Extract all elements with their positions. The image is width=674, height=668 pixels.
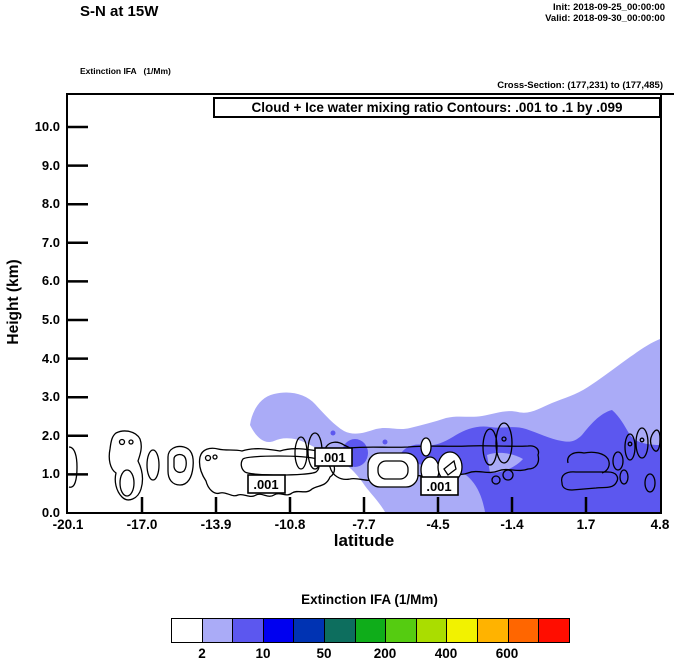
y-tick-label: 4.0 bbox=[41, 351, 60, 366]
colorbar-cell bbox=[262, 619, 294, 642]
colorbar-cell bbox=[293, 619, 325, 642]
page-title: S-N at 15W bbox=[80, 3, 159, 20]
x-tick-label: -4.5 bbox=[426, 517, 450, 532]
contour-label-text: .001 bbox=[426, 479, 451, 494]
colorbar-tick-label: 50 bbox=[316, 646, 332, 661]
contour-label-3: .001 bbox=[420, 476, 459, 496]
contour-label-2: .001 bbox=[314, 447, 353, 467]
cross-section-label: Cross-Section: (177,231) to (177,485) bbox=[497, 80, 663, 91]
y-axis-ticks bbox=[68, 125, 88, 476]
x-axis-title: latitude bbox=[333, 531, 395, 550]
contour-info-banner: Cloud + Ice water mixing ratio Contours:… bbox=[213, 97, 661, 118]
colorbar-cell bbox=[477, 619, 508, 642]
y-axis-title: Height (km) bbox=[5, 259, 22, 345]
x-tick-label: -1.4 bbox=[500, 517, 524, 532]
colorbar-cell bbox=[354, 619, 386, 642]
colorbar-title: Extinction IFA (1/Mm) bbox=[301, 592, 438, 607]
colorbar-cell bbox=[324, 619, 355, 642]
valid-time: Valid: 2018-09-30_00:00:00 bbox=[545, 13, 665, 24]
x-tick-label: -7.7 bbox=[352, 517, 376, 532]
shade-dot-medium-2 bbox=[382, 439, 388, 445]
colorbar-cell bbox=[446, 619, 478, 642]
cross-section-plot: .001 .001 .001 bbox=[68, 125, 661, 512]
colorbar-cell bbox=[201, 619, 233, 642]
y-tick-label: 7.0 bbox=[41, 235, 60, 250]
colorbar-cell bbox=[415, 619, 447, 642]
colorbar-cell bbox=[172, 619, 202, 642]
y-tick-label: 9.0 bbox=[41, 158, 60, 173]
colorbar-tick-label: 400 bbox=[434, 646, 458, 661]
x-tick-label: -17.0 bbox=[126, 517, 158, 532]
contour-label-1: .001 bbox=[247, 474, 286, 494]
x-axis-ticks bbox=[140, 497, 588, 512]
y-tick-label: 1.0 bbox=[41, 466, 60, 481]
y-tick-label: 8.0 bbox=[41, 196, 60, 211]
init-time: Init: 2018-09-25_00:00:00 bbox=[553, 2, 665, 13]
colorbar bbox=[171, 618, 570, 643]
shade-dot-medium-1 bbox=[330, 430, 336, 436]
colorbar-cell bbox=[385, 619, 416, 642]
x-tick-label: -20.1 bbox=[52, 517, 84, 532]
plot-area: .001 .001 .001 bbox=[66, 93, 662, 514]
contour-label-text: .001 bbox=[253, 477, 278, 492]
colorbar-cell bbox=[538, 619, 569, 642]
shade-region-medium bbox=[400, 410, 660, 512]
y-tick-label: 3.0 bbox=[41, 389, 60, 404]
x-tick-label: -10.8 bbox=[274, 517, 306, 532]
y-tick-label: 2.0 bbox=[41, 428, 60, 443]
x-tick-label: -13.9 bbox=[200, 517, 232, 532]
y-tick-label: 5.0 bbox=[41, 312, 60, 327]
contour-label-text: .001 bbox=[320, 450, 345, 465]
colorbar-tick-label: 10 bbox=[255, 646, 271, 661]
colorbar-tick-label: 2 bbox=[198, 646, 206, 661]
y-tick-label: 10.0 bbox=[34, 119, 60, 134]
x-tick-label: 4.8 bbox=[650, 517, 670, 532]
y-tick-label: 6.0 bbox=[41, 273, 60, 288]
colorbar-cell bbox=[232, 619, 263, 642]
colorbar-tick-label: 600 bbox=[495, 646, 519, 661]
x-tick-label: 1.7 bbox=[576, 517, 596, 532]
y-tick-label: 0.0 bbox=[41, 505, 60, 520]
cloud-contours bbox=[68, 422, 661, 501]
colorbar-tick-label: 200 bbox=[373, 646, 397, 661]
field-extinction: Extinction IFA (1/Mm) bbox=[80, 66, 171, 76]
colorbar-cell bbox=[507, 619, 539, 642]
model-times: Init: 2018-09-25_00:00:00 Valid: 2018-09… bbox=[545, 2, 665, 24]
